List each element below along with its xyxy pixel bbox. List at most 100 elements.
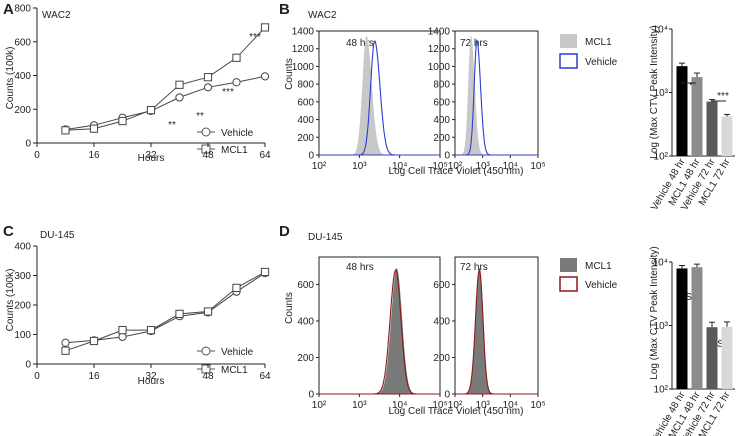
- panel-a-legend-mcl1-marker: [201, 144, 211, 154]
- panel-d-bar-bar-2: [706, 327, 718, 389]
- panel-b-sub1-ytick-label-6: 1200: [292, 44, 315, 55]
- panel-d-sub2-xtick-label-3: 10⁵: [530, 400, 545, 411]
- panel-a-legend-vehicle: Vehicle: [221, 128, 254, 139]
- panel-a-xtick-label-3: 48: [202, 150, 214, 161]
- panel-c-mcl1-point: [232, 283, 241, 292]
- panel-b-sub2-ytick-label-5: 1000: [428, 62, 451, 73]
- panel-b-sub1-ytick-label-4: 800: [297, 80, 314, 91]
- panel-a-mcl1-line: [65, 27, 266, 131]
- panel-c-vehicle-point: [61, 338, 70, 347]
- panel-b-sub1-frame: [318, 30, 441, 156]
- panel-d-sub2-xtick-label-1: 10³: [475, 400, 490, 411]
- panel-d-sub2-xtick-label-2: 10⁴: [503, 400, 518, 411]
- panel-b-bar-ytick-label-1: 10³: [654, 88, 669, 99]
- panel-d-time-72: 72 hrs: [460, 262, 488, 273]
- panel-a-cell-line: WAC2: [42, 10, 71, 21]
- panel-d-label: D: [279, 223, 290, 240]
- panel-c-ylabel: Counts (100k): [5, 269, 16, 332]
- panel-b-sub1-xtick-label-0: 10²: [312, 161, 327, 172]
- panel-b-bar-bar-1: [691, 77, 703, 156]
- panel-d-sub2-ytick-label-1: 200: [433, 353, 450, 364]
- panel-d-sub2-vehicle-curve: [455, 268, 538, 395]
- panel-a-vehicle-point: [260, 72, 270, 81]
- panel-d-bar-ytick-label-1: 10³: [654, 321, 669, 332]
- panel-a: A WAC2 Counts (100k) Hours ** ** *** ***…: [3, 1, 261, 164]
- panel-a-xtick-label-2: 32: [145, 150, 157, 161]
- panel-b-sub2-xtick-label-3: 10⁵: [530, 161, 545, 172]
- panel-c-mcl1-point: [61, 346, 70, 355]
- panel-d-sub1-xtick-label-0: 10²: [312, 400, 327, 411]
- panel-b-sub1-ytick-label-0: 0: [308, 151, 314, 162]
- panel-d-sub1-frame: [318, 256, 441, 395]
- panel-a-xtick-label-0: 0: [34, 150, 40, 161]
- panel-d-ylabel: Counts: [284, 292, 295, 324]
- panel-c-legend-mcl1-marker: [201, 364, 211, 374]
- panel-b-legend-mcl1: MCL1: [585, 37, 612, 48]
- panel-d-legend-mcl1-swatch: [560, 258, 577, 272]
- panel-c-ytick-label-2: 200: [14, 301, 31, 312]
- panel-a-ytick-label-2: 400: [14, 71, 31, 82]
- panel-c-ytick-label-1: 100: [14, 330, 31, 341]
- panel-b-sub2-xtick-label-2: 10⁴: [503, 161, 518, 172]
- panel-b-sub2-ytick-label-1: 200: [433, 133, 450, 144]
- panel-d-legend-vehicle: Vehicle: [585, 280, 618, 291]
- panel-a-ytick-label-4: 800: [14, 4, 31, 15]
- panel-d-sub1-vehicle-curve: [319, 268, 440, 395]
- panel-c-vehicle-line: [65, 272, 266, 344]
- panel-d-time-48: 48 hrs: [346, 262, 374, 273]
- panel-d-sub2-ytick-label-3: 600: [433, 280, 450, 291]
- panel-b-xlabel: Log Cell Trace Violet (450 nm): [389, 166, 524, 177]
- panel-d-sub2-ytick-label-2: 400: [433, 316, 450, 327]
- panel-a-vehicle-line: [65, 75, 266, 130]
- panel-b-sub2-vehicle-curve: [455, 38, 538, 156]
- panel-c-mcl1-point: [89, 336, 99, 346]
- panel-a-mcl1-point: [260, 23, 270, 32]
- panel-b-sub1-ytick-label-3: 600: [297, 97, 314, 108]
- panel-b-sub2-ytick-label-4: 800: [433, 80, 450, 91]
- panel-d-bar-ytick-label-0: 10²: [654, 385, 669, 396]
- panel-a-ytick-label-1: 200: [14, 105, 31, 116]
- panel-b-sub2-ytick-label-2: 400: [433, 115, 450, 126]
- panel-c-legend-vehicle: Vehicle: [221, 347, 254, 358]
- panel-c-mcl1-point: [118, 325, 127, 335]
- panel-b-label: B: [279, 1, 290, 18]
- panel-d-legend-mcl1: MCL1: [585, 261, 612, 272]
- panel-d-sub1-ytick-label-0: 0: [308, 390, 314, 401]
- panel-b-bar-ytick-label-2: 10⁴: [653, 25, 668, 36]
- panel-c-cell-line: DU-145: [40, 230, 75, 241]
- panel-a-legend-mcl1: MCL1: [221, 145, 248, 156]
- panel-b-sub1-ytick-label-2: 400: [297, 115, 314, 126]
- panel-d-sub1-ytick-label-2: 400: [297, 316, 314, 327]
- panel-b-sub2-ytick-label-6: 1200: [428, 44, 451, 55]
- panel-a-mcl1-point: [146, 105, 156, 115]
- panel-a-sig-48: **: [196, 111, 204, 122]
- panel-d-sub2-ytick-label-0: 0: [444, 390, 450, 401]
- panel-a-sig-40: **: [168, 120, 176, 131]
- panel-a-vehicle-point: [175, 93, 184, 102]
- panel-d-bar-bar-1: [691, 267, 703, 389]
- panel-b-legend-mcl1-swatch: [560, 34, 577, 48]
- panel-d-sub1-xtick-label-3: 10⁵: [432, 400, 447, 411]
- panel-c-ytick-label-3: 300: [14, 271, 31, 282]
- panel-a-vehicle-point: [232, 78, 241, 87]
- panel-a-mcl1-point: [61, 126, 70, 135]
- panel-b-bar-bar-3: [721, 116, 733, 156]
- panel-d-sub2-frame: [454, 256, 539, 395]
- panel-c-xtick-label-3: 48: [202, 371, 214, 382]
- panel-b-sub2-ytick-label-3: 600: [433, 97, 450, 108]
- panel-c-label: C: [3, 223, 14, 240]
- panel-b-sub1-xtick-label-3: 10⁵: [432, 161, 447, 172]
- panel-d-sub2-mcl1-area: [455, 268, 538, 394]
- panel-b-bar-bar-2: [706, 101, 718, 156]
- panel-d-bar-bar-0: [676, 268, 688, 389]
- panel-a-mcl1-point: [118, 116, 127, 126]
- panel-a-xtick-label-4: 64: [259, 150, 271, 161]
- panel-b-bar-sig-72: ***: [717, 91, 729, 102]
- panel-a-ylabel: Counts (100k): [5, 47, 16, 110]
- panel-c-mcl1-point: [203, 307, 213, 316]
- panel-b-time-72: 72 hrs: [460, 38, 488, 49]
- panel-d-sub2-xtick-label-0: 10²: [448, 400, 463, 411]
- panel-c-xtick-label-0: 0: [34, 371, 40, 382]
- panel-a-vehicle-point: [203, 83, 213, 92]
- panel-a-mcl1-point: [175, 80, 184, 89]
